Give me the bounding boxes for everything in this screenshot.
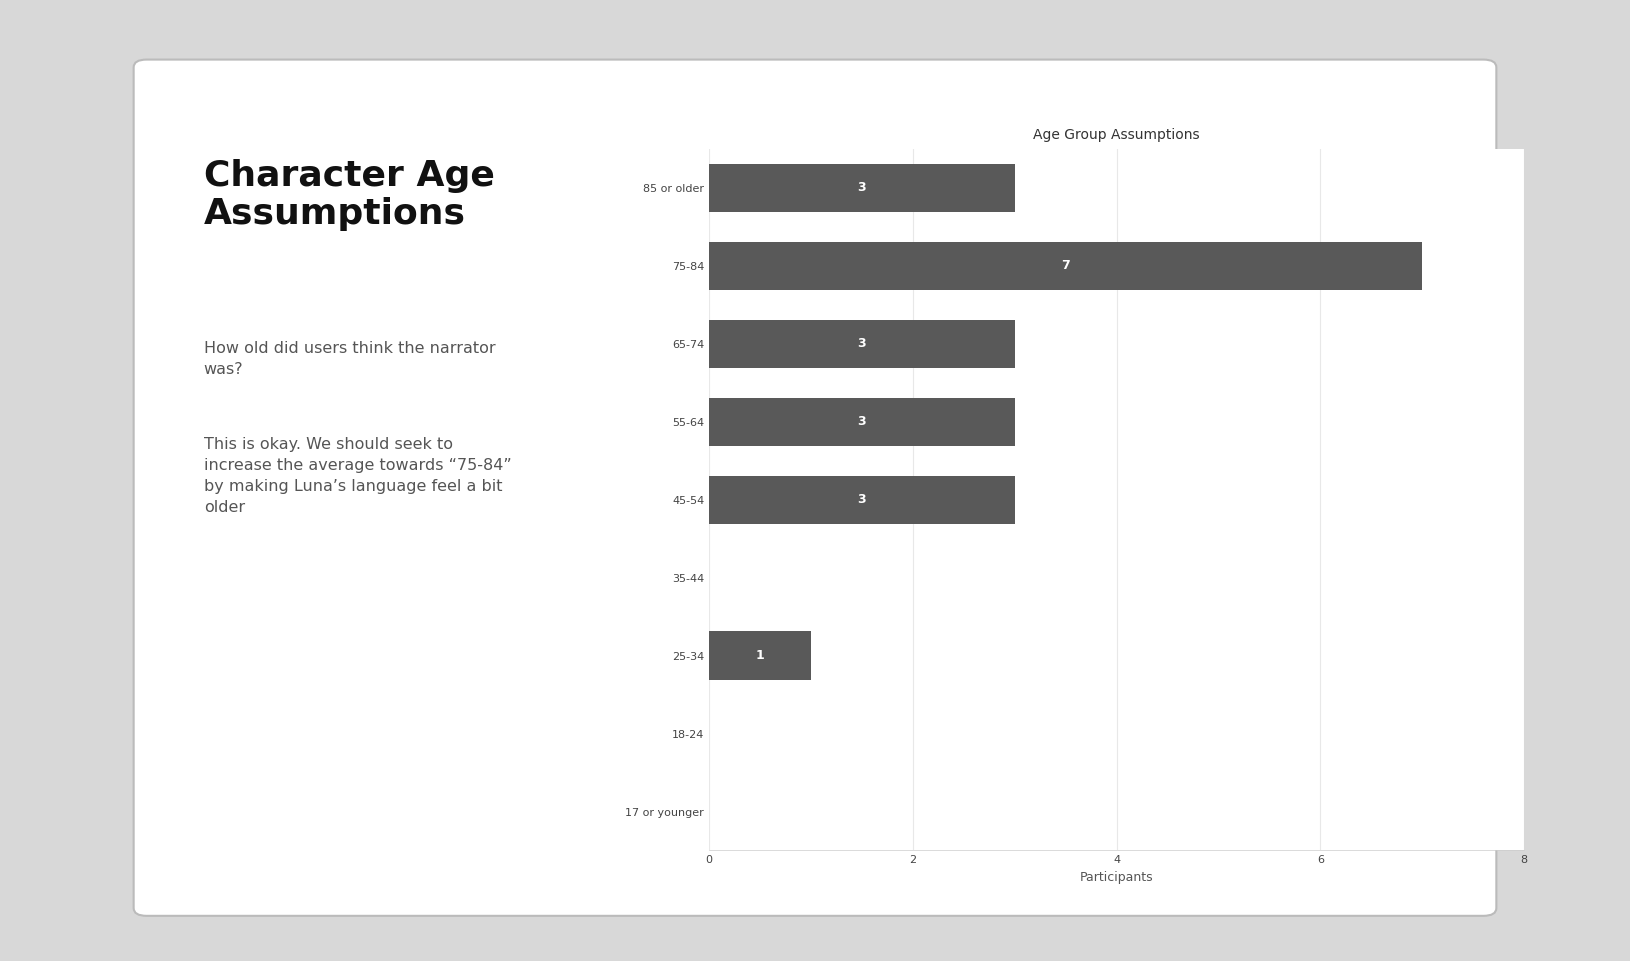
Bar — [709, 476, 1014, 524]
Bar — [709, 163, 1014, 212]
Text: 3: 3 — [857, 182, 866, 194]
Bar — [709, 398, 1014, 446]
Text: This is okay. We should seek to
increase the average towards “75-84”
by making L: This is okay. We should seek to increase… — [204, 437, 512, 515]
Bar — [709, 631, 812, 679]
Text: 1: 1 — [756, 649, 764, 662]
Text: Character Age
Assumptions: Character Age Assumptions — [204, 159, 494, 231]
FancyBboxPatch shape — [134, 60, 1496, 916]
X-axis label: Participants: Participants — [1079, 871, 1154, 884]
Bar — [709, 320, 1014, 368]
Text: 7: 7 — [1061, 259, 1069, 272]
Text: How old did users think the narrator
was?: How old did users think the narrator was… — [204, 341, 496, 377]
Text: 3: 3 — [857, 337, 866, 351]
Bar — [709, 242, 1423, 290]
Title: Age Group Assumptions: Age Group Assumptions — [1033, 128, 1200, 142]
Text: 3: 3 — [857, 493, 866, 506]
Text: 3: 3 — [857, 415, 866, 429]
